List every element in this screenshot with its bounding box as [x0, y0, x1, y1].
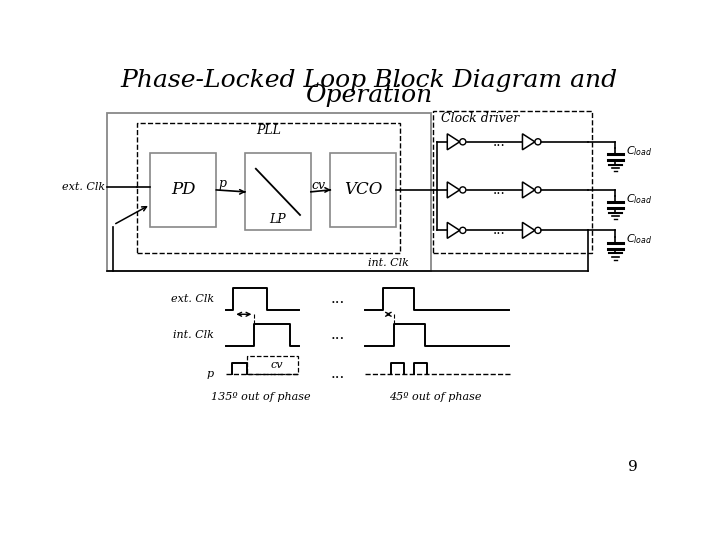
- Text: p: p: [219, 177, 227, 190]
- Bar: [150, 153, 216, 226]
- Text: int. Clk: int. Clk: [173, 330, 214, 340]
- Text: PLL: PLL: [256, 124, 281, 137]
- Bar: [433, 111, 593, 253]
- Text: int. Clk: int. Clk: [368, 258, 409, 268]
- Text: PD: PD: [171, 181, 196, 198]
- Text: Operation: Operation: [305, 84, 433, 107]
- Text: 135º out of phase: 135º out of phase: [211, 392, 310, 402]
- Text: 9: 9: [628, 460, 637, 474]
- Text: Clock driver: Clock driver: [441, 112, 519, 125]
- Bar: [137, 123, 400, 253]
- Text: 45º out of phase: 45º out of phase: [389, 392, 481, 402]
- Text: ...: ...: [331, 367, 345, 381]
- Text: Phase-Locked Loop Block Diagram and: Phase-Locked Loop Block Diagram and: [120, 69, 618, 92]
- Bar: [330, 153, 396, 226]
- Text: ...: ...: [492, 183, 505, 197]
- Text: cv: cv: [312, 179, 325, 192]
- Text: $C_{load}$: $C_{load}$: [626, 144, 653, 158]
- Text: ...: ...: [331, 292, 345, 306]
- Text: ext. Clk: ext. Clk: [171, 294, 214, 304]
- Text: ...: ...: [492, 224, 505, 238]
- Bar: [248, 356, 297, 374]
- Text: ...: ...: [492, 135, 505, 149]
- Text: $C_{load}$: $C_{load}$: [626, 192, 653, 206]
- Text: LP: LP: [269, 213, 287, 226]
- Bar: [107, 113, 431, 271]
- Text: p: p: [207, 369, 214, 379]
- Text: ...: ...: [331, 328, 345, 342]
- Text: cv: cv: [270, 360, 283, 370]
- Text: $C_{load}$: $C_{load}$: [626, 233, 653, 246]
- Text: ext. Clk: ext. Clk: [63, 182, 106, 192]
- Bar: [245, 153, 311, 231]
- Text: VCO: VCO: [344, 181, 382, 198]
